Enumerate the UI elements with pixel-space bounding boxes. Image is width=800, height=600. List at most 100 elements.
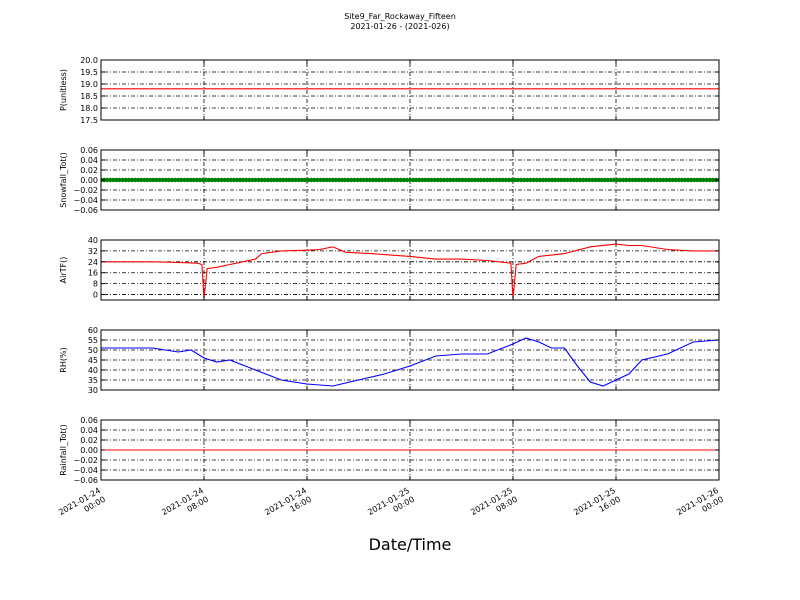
data-point: [426, 177, 431, 183]
data-point: [673, 177, 678, 183]
data-point: [670, 177, 675, 183]
y-tick-label: 40: [88, 366, 98, 375]
data-point: [642, 177, 647, 183]
y-tick-label: 32: [88, 247, 98, 256]
y-tick-label: 0.06: [80, 416, 98, 425]
data-point: [614, 177, 620, 183]
y-tick-label: 0.02: [80, 166, 98, 175]
data-point: [661, 177, 666, 183]
data-point: [117, 177, 122, 183]
data-point: [466, 177, 471, 183]
data-point: [213, 177, 218, 183]
data-point: [256, 177, 261, 183]
data-point: [472, 177, 478, 183]
data-point: [429, 177, 434, 183]
y-tick-label: 16: [88, 269, 98, 278]
data-point: [534, 177, 539, 183]
data-point: [636, 177, 641, 183]
data-point: [339, 177, 345, 183]
y-tick-label: 60: [88, 326, 98, 335]
data-point: [398, 177, 403, 183]
data-point: [676, 177, 681, 183]
data-point: [630, 177, 635, 183]
data-point: [478, 177, 484, 183]
data-point: [537, 177, 542, 183]
data-point: [244, 177, 249, 183]
data-point: [278, 177, 283, 183]
data-point: [148, 177, 153, 183]
data-point: [262, 177, 267, 183]
data-point: [135, 177, 141, 183]
data-point: [500, 177, 505, 183]
data-point: [108, 177, 113, 183]
data-point: [506, 177, 512, 183]
data-point: [321, 177, 326, 183]
subplot-3: 0 8 16 24 32 40 AirTF(): [59, 236, 720, 301]
data-point: [531, 177, 536, 183]
data-point: [488, 177, 493, 183]
y-axis-label: Snowfall_Tot(): [59, 152, 68, 208]
data-point: [123, 177, 128, 183]
y-tick-label: 17.5: [80, 116, 98, 125]
y-tick-label: 19.5: [80, 68, 98, 77]
data-point: [157, 177, 162, 183]
data-point: [247, 177, 252, 183]
data-point: [414, 177, 419, 183]
data-point: [704, 177, 709, 183]
data-point: [154, 177, 159, 183]
data-point: [404, 177, 410, 183]
data-point: [296, 177, 301, 183]
data-point: [188, 177, 193, 183]
data-point: [519, 177, 524, 183]
data-point: [120, 177, 125, 183]
data-point: [475, 177, 481, 183]
data-point: [633, 177, 638, 183]
data-point: [689, 177, 694, 183]
data-point: [293, 177, 298, 183]
data-point: [271, 177, 277, 183]
data-point: [160, 177, 165, 183]
data-point: [139, 177, 144, 183]
data-point: [287, 177, 292, 183]
data-point: [355, 177, 360, 183]
data-point: [568, 177, 573, 183]
data-point: [179, 177, 184, 183]
data-point: [126, 177, 131, 183]
series-line: [101, 337, 719, 387]
data-point: [225, 177, 230, 183]
data-point: [182, 177, 187, 183]
data-point: [386, 177, 391, 183]
data-point: [546, 177, 552, 183]
data-point: [197, 177, 203, 183]
data-point: [105, 177, 110, 183]
data-point: [559, 177, 564, 183]
data-point: [383, 177, 388, 183]
data-point: [655, 177, 660, 183]
data-point: [497, 177, 502, 183]
data-point: [361, 177, 366, 183]
data-point: [503, 177, 508, 183]
data-point: [583, 177, 589, 183]
data-point: [281, 177, 286, 183]
data-point: [528, 177, 533, 183]
y-tick-label: −0.02: [73, 456, 98, 465]
data-point: [222, 177, 227, 183]
data-point: [203, 177, 209, 183]
data-point: [191, 177, 196, 183]
data-point: [166, 177, 172, 183]
subplot-panels: 17.5 18.0 18.5 19.0 19.5 20.0 P(unitless) −0.06…: [59, 56, 720, 485]
data-point: [679, 177, 685, 183]
data-point: [210, 177, 215, 183]
data-point: [333, 177, 338, 183]
y-tick-label: 0.04: [80, 426, 98, 435]
data-point: [525, 177, 530, 183]
y-tick-label: 0.06: [80, 146, 98, 155]
x-axis-label: Date/Time: [369, 535, 452, 554]
data-point: [562, 177, 567, 183]
data-point: [645, 177, 651, 183]
series-markers: [101, 177, 719, 183]
data-point: [219, 177, 224, 183]
data-point: [432, 177, 437, 183]
data-point: [290, 177, 295, 183]
